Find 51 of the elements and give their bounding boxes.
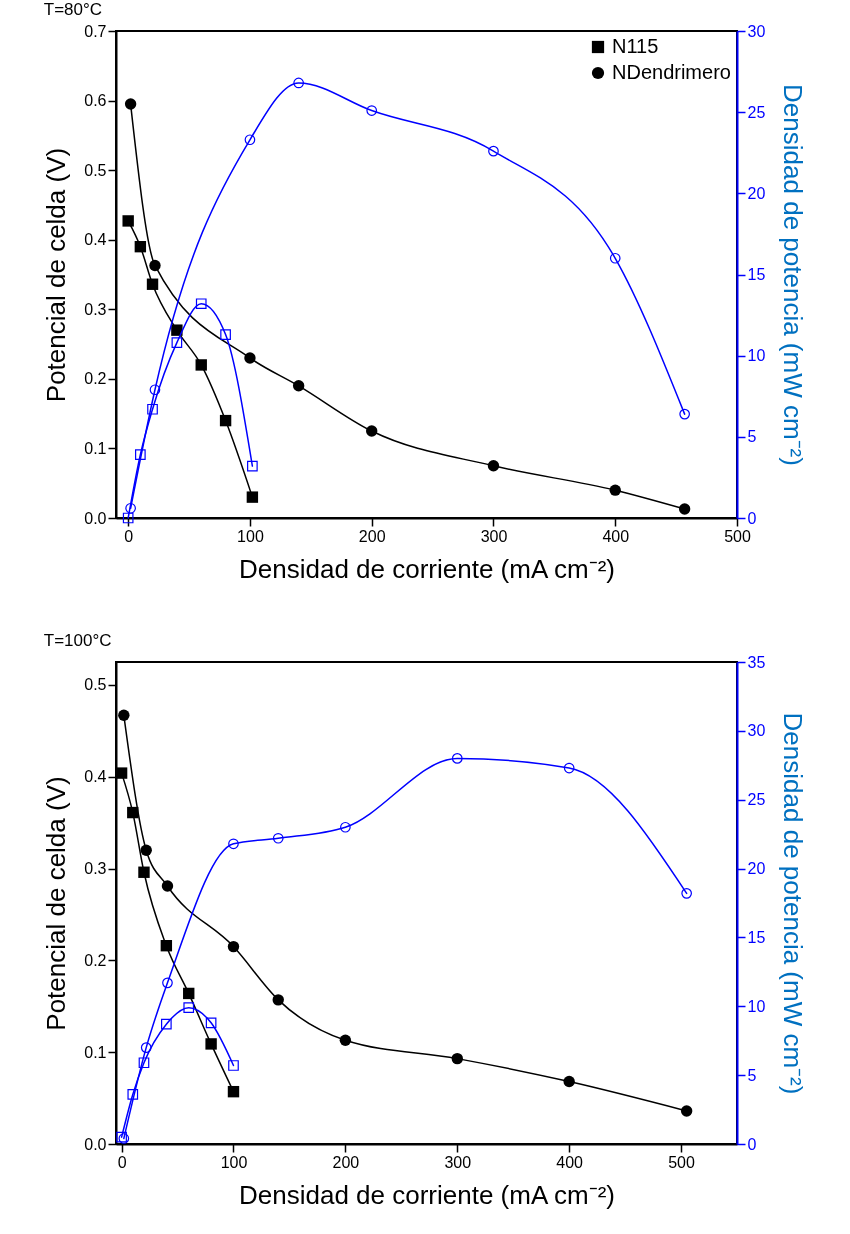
x-tick-label: 100	[237, 527, 264, 545]
y-tick-label: 0.3	[84, 300, 107, 318]
y-tick-label: 0.5	[84, 676, 107, 694]
y2-axis-title: Densidad de potencia (mW cm⁻²)	[778, 84, 809, 466]
legend-label: NDendrimero	[612, 61, 731, 83]
y-tick-label: 0.7	[84, 22, 107, 40]
y2-axis-title: Densidad de potencia (mW cm⁻²)	[778, 712, 809, 1095]
y-axis-title: Potencial de celda (V)	[41, 776, 72, 1031]
y-tick-label: 0.3	[84, 860, 107, 878]
y2-tick-label: 20	[747, 860, 766, 878]
x-tick-label: 400	[602, 527, 630, 545]
y2-tick-label: 25	[747, 791, 766, 809]
y-tick-label: 0.0	[84, 509, 107, 527]
x-tick-label: 500	[668, 1153, 695, 1171]
y2-tick-label: 30	[747, 722, 766, 740]
chart-title: T=100°C	[43, 631, 112, 650]
y2-tick-label: 15	[747, 266, 766, 283]
y-tick-label: 0.1	[84, 439, 107, 457]
x-tick-label: 300	[444, 1153, 472, 1171]
x-tick-label: 200	[358, 527, 386, 545]
y-tick-label: 0.6	[84, 92, 107, 110]
x-tick-label: 0	[124, 527, 134, 545]
y2-tick-label: 30	[747, 22, 766, 40]
y2-tick-label: 25	[747, 103, 766, 121]
y-tick-label: 0.2	[84, 370, 107, 388]
chart-title: T=80°C	[43, 0, 103, 19]
y-tick-label: 0.0	[84, 1135, 107, 1153]
y2-tick-label: 20	[747, 184, 766, 202]
y-tick-label: 0.4	[84, 768, 107, 786]
y2-tick-label: 0	[747, 509, 757, 527]
x-tick-label: 400	[556, 1153, 584, 1171]
x-tick-label: 0	[117, 1153, 127, 1171]
y2-tick-label: 0	[747, 1135, 757, 1153]
x-axis-title: Densidad de corriente (mA cm⁻²)	[238, 1179, 616, 1210]
x-tick-label: 200	[332, 1153, 360, 1171]
y2-tick-label: 15	[747, 928, 766, 946]
legend-label: N115	[612, 35, 659, 57]
y2-tick-label: 10	[747, 347, 766, 365]
y-axis-title: Potencial de celda (V)	[41, 147, 72, 403]
x-tick-label: 100	[220, 1153, 248, 1171]
y2-tick-label: 5	[747, 1066, 757, 1084]
y-tick-label: 0.1	[84, 1043, 107, 1061]
y2-tick-label: 5	[747, 428, 757, 446]
y-tick-label: 0.5	[84, 161, 107, 179]
x-tick-label: 500	[724, 527, 751, 545]
y2-tick-label: 10	[747, 997, 766, 1015]
x-axis-title: Densidad de corriente (mA cm⁻²)	[238, 553, 616, 584]
x-tick-label: 300	[480, 527, 508, 545]
y2-tick-label: 35	[747, 653, 766, 671]
y-tick-label: 0.4	[84, 231, 107, 249]
y-tick-label: 0.2	[84, 951, 107, 969]
